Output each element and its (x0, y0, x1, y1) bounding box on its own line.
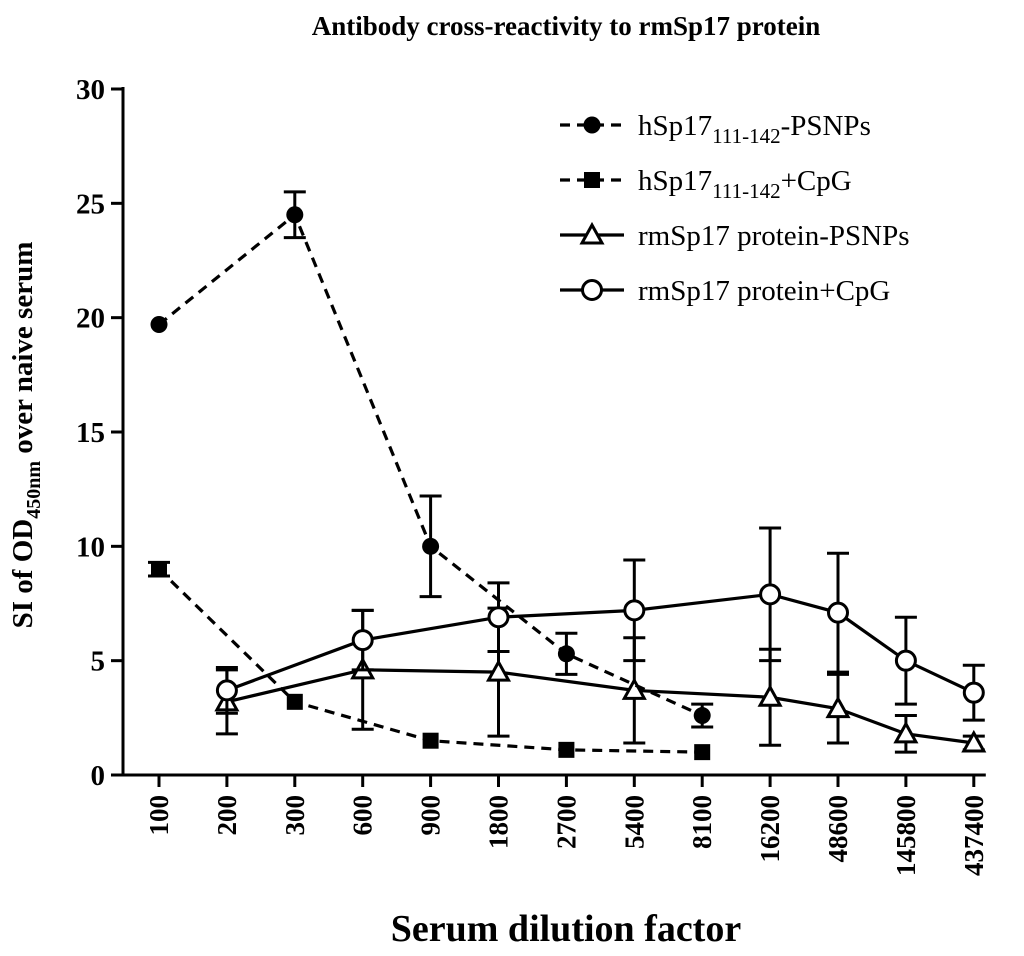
legend-item-0: hSp17111-142-PSNPs (560, 110, 871, 148)
x-tick-label: 1800 (484, 795, 514, 849)
y-tick-label: 5 (91, 646, 106, 678)
x-tick-label: 300 (280, 795, 310, 836)
series-3 (215, 526, 985, 722)
data-point (286, 693, 303, 710)
data-point (557, 645, 575, 663)
data-point (759, 583, 782, 606)
x-tick-label: 48600 (823, 795, 853, 863)
data-point (422, 537, 440, 555)
legend-item-2: rmSp17 protein-PSNPs (560, 220, 910, 252)
x-axis-label: Serum dilution factor (391, 908, 742, 950)
svg-text:SI of OD450nm over naive serum: SI of OD450nm over naive serum (7, 242, 45, 629)
legend-label: rmSp17 protein-PSNPs (638, 220, 910, 252)
data-point (893, 720, 919, 744)
data-point (150, 316, 168, 334)
y-tick-label: 25 (76, 188, 105, 220)
y-axis-label: SI of OD450nm over naive serum (7, 242, 45, 629)
legend-marker (581, 279, 603, 301)
x-tick-label: 145800 (891, 795, 921, 876)
legend-item-3: rmSp17 protein+CpG (560, 275, 890, 307)
data-point (623, 599, 646, 622)
data-point (286, 206, 304, 224)
data-point (621, 677, 647, 700)
series-2 (214, 606, 987, 754)
data-point (827, 601, 849, 624)
data-point (558, 741, 575, 758)
x-tick-label: 100 (144, 795, 174, 836)
y-axis-label-suffix: over naive serum (7, 242, 39, 461)
x-tick-label: 16200 (755, 795, 785, 863)
series-0 (150, 190, 714, 729)
legend-marker (584, 172, 600, 188)
legend-label: hSp17111-142-PSNPs (638, 110, 871, 148)
data-point (694, 744, 711, 761)
x-tick-label: 5400 (619, 795, 649, 849)
data-point (351, 629, 374, 652)
data-point (961, 729, 987, 753)
data-point (215, 679, 238, 702)
legend-marker (579, 221, 605, 245)
legend-label: hSp17111-142+CpG (638, 165, 852, 203)
series-line (226, 668, 975, 745)
legend-label: rmSp17 protein+CpG (638, 275, 890, 307)
data-point (422, 732, 439, 749)
y-tick-label: 10 (76, 531, 105, 563)
legend-marker (583, 116, 601, 134)
legend-item-1: hSp17111-142+CpG (560, 165, 852, 203)
series-1 (148, 560, 711, 761)
x-tick-label: 600 (348, 795, 378, 836)
data-point (487, 606, 510, 629)
y-tick-label: 0 (91, 760, 106, 792)
y-axis-label-subscript: 450nm (23, 461, 45, 519)
x-tick-label: 2700 (551, 795, 581, 849)
chart-title: Antibody cross-reactivity to rmSp17 prot… (312, 11, 820, 41)
y-tick-label: 30 (76, 74, 105, 106)
data-point (825, 695, 851, 719)
x-tick-label: 200 (212, 795, 242, 836)
x-tick-label: 437400 (959, 795, 989, 876)
legend: hSp17111-142-PSNPs hSp17111-142+CpG rmSp17… (560, 110, 910, 307)
x-tick-label: 8100 (687, 795, 717, 849)
data-point (151, 561, 167, 578)
series-line (226, 592, 975, 695)
y-tick-label: 20 (76, 303, 105, 335)
y-axis-label-prefix: SI of OD (7, 519, 39, 629)
data-point (894, 649, 917, 672)
data-point (693, 707, 711, 725)
series-layer (148, 190, 987, 761)
axes: 0 5 10 15 20 25 30 100 200 300 600 900 1800 2700 5400 8… (76, 74, 989, 876)
data-point (757, 684, 783, 707)
y-tick-label: 15 (76, 417, 105, 449)
data-point (485, 659, 512, 682)
data-point (962, 681, 985, 704)
x-tick-label: 900 (416, 795, 446, 836)
